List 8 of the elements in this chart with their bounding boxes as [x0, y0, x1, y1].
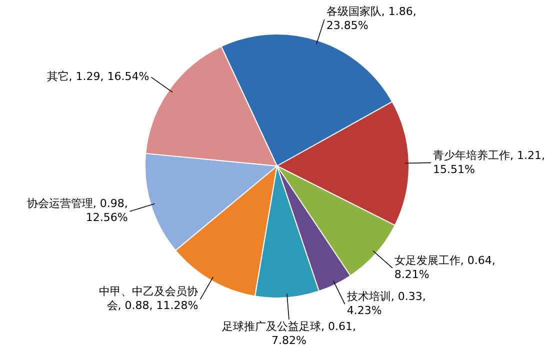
slice-label: 协会运营管理, 0.98, 12.56% [26, 197, 128, 226]
slice-label: 各级国家队, 1.86, 23.85% [326, 5, 418, 34]
slice-label: 足球推广及公益足球, 0.61, 7.82% [220, 320, 357, 348]
slice-label: 中甲、中乙及会员协会, 0.88, 11.28% [98, 285, 198, 314]
slice-label: 技术培训, 0.33, 4.23% [346, 290, 427, 318]
slice-label: 青少年培养工作, 1.21, 15.51% [432, 148, 545, 177]
slice-label: 其它, 1.29, 16.54% [46, 70, 150, 84]
slice-label: 女足发展工作, 0.64, 8.21% [394, 254, 496, 282]
